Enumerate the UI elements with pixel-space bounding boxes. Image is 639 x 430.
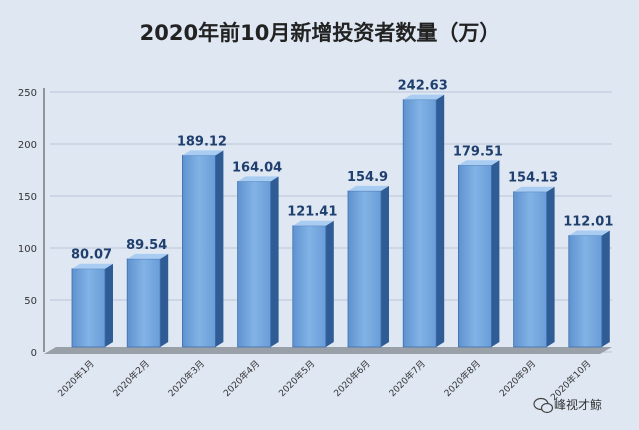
bar [237,180,272,348]
data-label: 121.41 [287,205,337,220]
bar-side [491,160,500,347]
y-tick-label: 150 [18,192,37,203]
bar-top [72,263,113,269]
bar [402,99,437,348]
bar-top [348,185,389,191]
bar-group [181,150,224,348]
bar-side [546,186,555,347]
watermark: 峰视才鲸 [533,397,602,414]
data-label: 112.01 [563,215,613,230]
watermark-text: 峰视才鲸 [554,397,602,412]
bar-top [182,150,224,156]
bar-side [381,185,389,347]
bar-group [292,220,334,348]
wechat-icon [533,397,554,414]
floor-layer [44,347,612,354]
bar-side [215,150,224,347]
x-tick-label: 2020年3月 [166,358,207,399]
x-tick-label: 2020年6月 [331,358,372,399]
y-tick-label: 100 [18,244,37,255]
bar [126,258,161,348]
bar-side [325,220,334,347]
chart-title: 2020年前10月新增投资者数量（万） [140,21,501,45]
bar-top [458,160,500,166]
data-label: 154.13 [508,171,558,186]
bar-side [436,94,445,348]
x-tick-label: 2020年1月 [55,358,96,399]
data-label: 242.63 [398,79,448,94]
x-tick-label: 2020年9月 [497,358,538,399]
data-label: 89.54 [126,238,167,253]
bar [71,268,106,348]
bar-side [160,253,169,347]
bar [292,225,327,348]
y-tick-label: 0 [31,348,37,359]
bar-group [347,185,389,348]
chart-floor [44,347,612,354]
x-tick-label: 2020年4月 [221,358,262,399]
bar [513,191,547,348]
bar-layer [71,94,610,348]
bar-side [270,176,279,347]
bar-top [292,220,334,226]
bar-group [71,263,113,348]
bar-group [568,230,610,348]
data-label: 80.07 [71,248,112,263]
y-tick-label: 200 [18,140,37,151]
bar [347,190,382,348]
bar-side [105,263,113,347]
bar-top [237,176,279,182]
x-tick-label: 2020年10月 [548,358,594,404]
x-tick-label: 2020年8月 [442,358,483,399]
bar-top [403,94,445,100]
bar-top [127,253,169,259]
data-label: 164.04 [232,160,282,175]
y-tick-label: 50 [24,296,37,307]
bar [181,154,216,348]
bar-side [601,230,610,347]
label-layer: 80.07 89.54 189.12 164.04 121.41 154.9 242.63 1… [71,79,613,263]
y-tick-label: 250 [18,88,37,99]
bar-group [457,160,500,348]
x-tick-label: 2020年5月 [276,358,317,399]
data-label: 189.12 [177,134,227,149]
x-tick-label: 2020年2月 [110,358,151,399]
bar [457,164,492,348]
data-label: 179.51 [453,144,503,159]
bar-group [513,186,555,348]
bar-top [513,186,555,192]
x-tick-label: 2020年7月 [386,358,427,399]
bar-group [237,176,279,348]
bar [568,235,603,348]
data-label: 154.9 [347,170,388,185]
bar-group [126,253,169,348]
bar-group [402,94,445,348]
bar-top [568,230,610,236]
